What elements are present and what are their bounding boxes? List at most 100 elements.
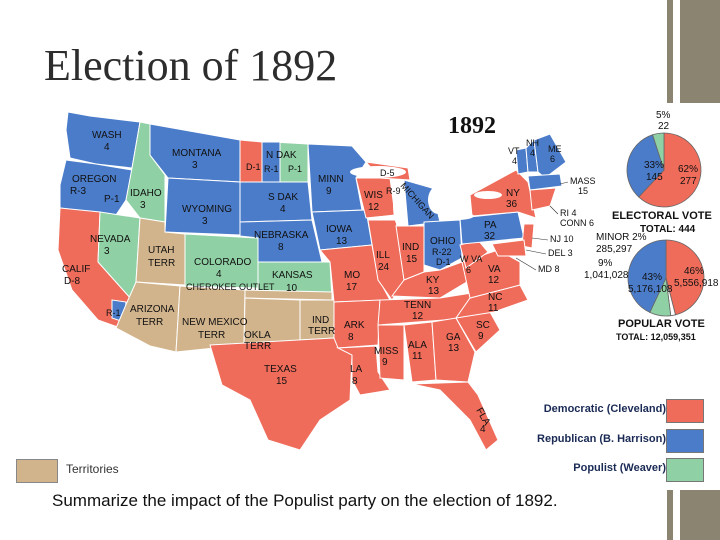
lake-michigan <box>393 185 403 225</box>
label-ga-ev: 13 <box>448 343 460 354</box>
state-ndakota-d <box>239 139 263 183</box>
slide-question: Summarize the impact of the Populist par… <box>52 491 558 510</box>
label-la: LA <box>350 364 363 375</box>
label-ohio-d: D-1 <box>436 257 451 267</box>
label-ohio-r: R-22 <box>432 247 452 257</box>
slide-title: Election of 1892 <box>44 41 338 90</box>
label-mich-r: R-9 <box>386 186 401 196</box>
label-calif: CALIF <box>62 264 90 275</box>
label-ind-terr2: TERR <box>308 326 335 337</box>
label-nevada: NEVADA <box>90 234 131 245</box>
ev-democratic-votes: 277 <box>680 176 697 187</box>
label-nh-ev: 4 <box>530 148 535 158</box>
label-me-ev: 6 <box>550 154 555 164</box>
pie-slice-democratic <box>638 132 702 208</box>
state-nj <box>521 223 535 249</box>
state-md-del <box>491 239 527 257</box>
label-sdak: S DAK <box>268 192 298 203</box>
label-cherokee: CHEROKEE OUTLET <box>186 282 275 292</box>
label-ny: NY <box>506 188 520 199</box>
legend-republican: Republican (B. Harrison) <box>520 429 710 453</box>
ev-republican-pct: 33% <box>644 160 664 171</box>
map-year: 1892 <box>448 113 496 139</box>
popular-vote-total: TOTAL: 12,059,351 <box>616 332 696 342</box>
label-fla-ev: 4 <box>480 424 486 435</box>
label-nc: NC <box>488 292 502 303</box>
label-newmexico-terr: TERR <box>198 330 225 341</box>
label-wash: WASH <box>92 130 122 141</box>
election-map: WASH 4 OREGON R-3 P-1 IDAHO 3 MONTANA 3 … <box>57 110 719 451</box>
state-mississippi <box>377 324 405 381</box>
leader-ri <box>549 205 559 215</box>
legend-populist-label: Populist (Weaver) <box>573 462 666 474</box>
label-sc-ev: 9 <box>478 331 484 342</box>
state-virginia <box>461 249 521 299</box>
pv-populist-pct: 9% <box>598 258 613 269</box>
label-kansas-ev: 10 <box>286 283 298 294</box>
legend-populist-swatch <box>666 458 704 482</box>
state-georgia <box>431 317 476 383</box>
ev-republican-votes: 145 <box>646 172 663 183</box>
label-pa-ev: 32 <box>484 231 496 242</box>
ev-democratic-pct: 62% <box>678 164 698 175</box>
label-montana-ev: 3 <box>192 160 198 171</box>
label-tenn: TENN <box>404 300 431 311</box>
label-vt: VT <box>508 146 520 156</box>
legend-republican-label: Republican (B. Harrison) <box>537 433 666 445</box>
label-okla-terr: TERR <box>244 341 271 352</box>
pv-populist-votes: 1,041,028 <box>584 270 629 281</box>
pv-minor-votes: 285,297 <box>596 244 633 255</box>
label-me: ME <box>548 144 562 154</box>
label-ndak-p: P-1 <box>288 164 302 174</box>
label-vt-ev: 4 <box>512 156 517 166</box>
legend-republican-swatch <box>666 429 704 453</box>
label-ind-terr: IND <box>312 315 329 326</box>
label-nebraska-ev: 8 <box>278 242 284 253</box>
label-ark-ev: 8 <box>348 332 354 343</box>
label-okla: OKLA <box>244 330 271 341</box>
label-wis: WIS <box>364 190 383 201</box>
label-oregon: OREGON <box>72 174 116 185</box>
label-ala: ALA <box>408 340 427 351</box>
leader-md <box>515 257 537 271</box>
label-ga: GA <box>446 332 461 343</box>
label-mo-ev: 17 <box>346 282 358 293</box>
pv-minor-label: MINOR 2% <box>596 232 647 243</box>
label-va-ev: 12 <box>488 275 500 286</box>
label-utah-terr: TERR <box>148 258 175 269</box>
label-nebraska: NEBRASKA <box>254 230 309 241</box>
label-ind-ev: 15 <box>406 254 418 265</box>
state-maine <box>533 133 567 179</box>
label-ohio: OHIO <box>430 236 456 247</box>
label-ndak: N DAK <box>266 150 297 161</box>
electoral-vote-title: ELECTORAL VOTE <box>612 210 712 222</box>
label-ky-ev: 13 <box>428 286 440 297</box>
label-nc-ev: 11 <box>488 303 499 314</box>
label-ri: RI 4 <box>560 208 577 218</box>
label-md: MD 8 <box>538 264 560 274</box>
label-idaho-ev: 3 <box>140 200 146 211</box>
label-nh: NH <box>526 138 539 148</box>
pie-slice-populist <box>652 132 665 171</box>
label-miss-ev: 9 <box>382 357 388 368</box>
electoral-vote-pie <box>626 132 702 208</box>
legend-populist: Populist (Weaver) <box>520 458 710 482</box>
pie-slice-democratic <box>665 239 705 316</box>
label-idaho: IDAHO <box>130 188 162 199</box>
label-wva: W VA <box>460 254 482 264</box>
pie-slice-republican <box>626 134 665 198</box>
legend-democratic: Democratic (Cleveland) <box>520 399 710 423</box>
state-kentucky <box>391 261 471 299</box>
label-ky: KY <box>426 275 440 286</box>
label-va: VA <box>488 264 501 275</box>
label-del: DEL 3 <box>548 248 573 258</box>
label-newmexico: NEW MEXICO <box>182 317 248 328</box>
label-sdak-ev: 4 <box>280 204 286 215</box>
label-pa: PA <box>484 220 497 231</box>
label-ill: ILL <box>376 250 390 261</box>
label-tenn-ev: 12 <box>412 311 424 322</box>
label-wash-ev: 4 <box>104 142 110 153</box>
ev-populist-pct: 5% <box>656 110 671 121</box>
popular-vote-title: POPULAR VOTE <box>618 318 705 330</box>
legend-territories-swatch <box>16 459 58 483</box>
